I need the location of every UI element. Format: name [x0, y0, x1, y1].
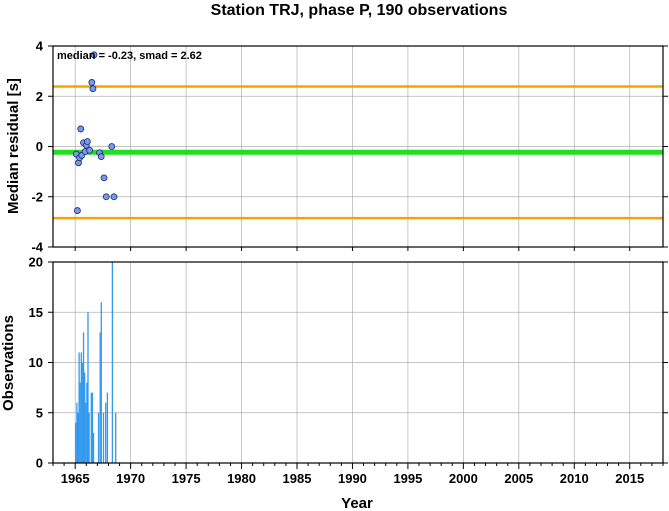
observation-bar: [77, 412, 79, 463]
x-tick-label: 1970: [116, 471, 145, 486]
residual-point: [83, 138, 91, 145]
residual-point: [90, 51, 98, 59]
stats-annotation: median = -0.23, smad = 2.62: [57, 50, 202, 62]
observation-bar: [79, 382, 81, 463]
x-tick-label: 1980: [227, 471, 256, 486]
y-tick-label: -2: [31, 189, 43, 204]
residual-point: [89, 85, 97, 93]
observation-bar: [115, 412, 117, 463]
x-tick-label: 2000: [449, 471, 478, 486]
x-tick-label: 1975: [172, 471, 201, 486]
observation-bar: [81, 362, 84, 463]
observation-bar: [87, 312, 89, 463]
y-tick-label: -4: [31, 240, 43, 255]
residual-point: [88, 79, 96, 86]
observation-bar: [84, 372, 86, 463]
year-x-ticks: 1965 1970 1975 1980 1985 1990 1995 2000 2005 2010…: [52, 463, 664, 486]
y-tick-label: 10: [29, 355, 43, 370]
observation-bar: [92, 432, 95, 463]
y-tick-label: 2: [36, 89, 43, 104]
observations-y-ticks: 0 5 10 15 20: [29, 255, 668, 471]
y-tick-label: 5: [36, 405, 43, 420]
observations-y-axis-label: Observations: [0, 315, 17, 411]
y-tick-label: 0: [36, 456, 43, 471]
observation-bar: [97, 412, 100, 463]
x-tick-label: 2010: [560, 471, 589, 486]
observation-bar: [88, 412, 90, 463]
observation-bar: [99, 332, 101, 463]
chart-title: Station TRJ, phase P, 190 observations: [211, 2, 508, 19]
x-tick-label: 1995: [393, 471, 422, 486]
y-tick-label: 0: [36, 139, 43, 154]
observation-bar: [102, 412, 105, 463]
observation-bar: [82, 332, 85, 463]
residual-point: [86, 146, 93, 154]
observation-bar: [90, 392, 92, 463]
y-tick-label: 4: [36, 39, 44, 54]
observation-bar: [105, 402, 107, 463]
observation-bar: [111, 262, 114, 463]
residual-point: [77, 125, 85, 133]
observation-bar: [91, 392, 94, 463]
residual-point: [110, 193, 118, 201]
residual-point: [100, 174, 108, 182]
observation-bar: [86, 382, 88, 463]
observation-bar: [85, 402, 87, 463]
reference-lines: [53, 85, 663, 220]
x-tick-label: 2015: [615, 471, 644, 486]
x-tick-label: 1990: [338, 471, 367, 486]
observation-bar: [78, 352, 80, 463]
x-tick-label: 1965: [61, 471, 90, 486]
residual-point: [102, 193, 110, 201]
residual-point: [108, 143, 116, 150]
residual-y-ticks: -4 -2 0 2 4: [31, 39, 668, 255]
y-tick-label: 15: [29, 305, 43, 320]
residual-point: [74, 207, 81, 214]
residual-y-axis-label: Median residual [s]: [5, 78, 22, 214]
observation-bar: [106, 392, 109, 463]
residual-points: [72, 51, 118, 214]
observation-bar: [100, 302, 102, 463]
observation-bar: [76, 402, 78, 463]
y-tick-label: 20: [29, 255, 43, 270]
x-axis-label: Year: [341, 495, 373, 511]
residual-point: [97, 153, 105, 160]
observation-bar: [80, 352, 82, 463]
observations-grid: [53, 261, 663, 464]
observation-bars: [75, 262, 117, 463]
x-tick-label: 2005: [504, 471, 533, 486]
observation-bar: [75, 422, 77, 463]
x-tick-label: 1985: [283, 471, 312, 486]
residual-grid: [53, 45, 663, 248]
